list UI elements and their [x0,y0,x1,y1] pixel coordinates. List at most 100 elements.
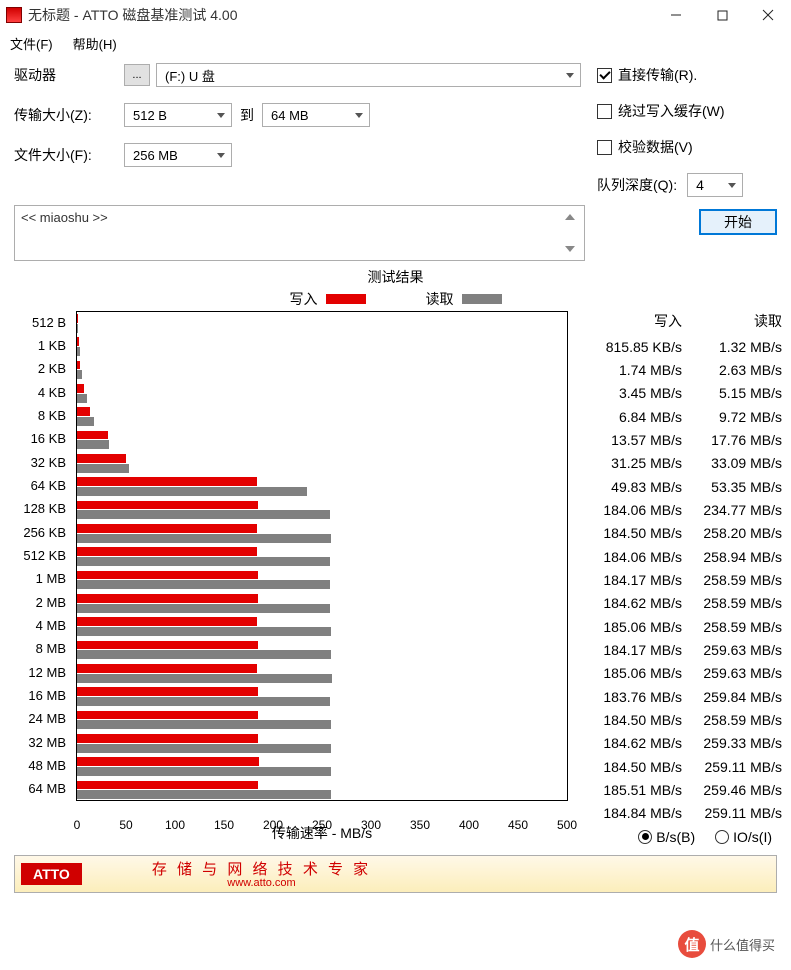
chart-y-label: 64 MB [14,778,66,801]
chart-y-label: 2 KB [14,358,66,381]
radio-bytes-per-sec[interactable]: B/s(B) [638,829,695,845]
read-cell: 1.32 MB/s [682,339,782,355]
table-row: 815.85 KB/s1.32 MB/s [582,335,782,358]
window-controls [653,0,791,30]
radio-io-per-sec[interactable]: IO/s(I) [715,829,772,845]
table-row: 185.06 MB/s258.59 MB/s [582,615,782,638]
transfer-from-select[interactable]: 512 B [124,103,232,127]
read-bar [77,417,94,426]
read-cell: 33.09 MB/s [682,455,782,471]
description-text: << miaoshu >> [21,210,562,256]
app-icon [6,7,22,23]
table-row: 185.06 MB/s259.63 MB/s [582,662,782,685]
write-cell: 183.76 MB/s [582,689,682,705]
chart-y-label: 24 MB [14,708,66,731]
read-bar [77,347,80,356]
x-tick: 400 [459,818,479,832]
write-cell: 3.45 MB/s [582,385,682,401]
browse-drive-button[interactable]: ... [124,64,150,86]
table-row: 184.50 MB/s258.59 MB/s [582,708,782,731]
chart-y-label: 256 KB [14,521,66,544]
table-row: 13.57 MB/s17.76 MB/s [582,428,782,451]
write-cell: 185.06 MB/s [582,665,682,681]
radio-ios-label: IO/s(I) [733,829,772,845]
x-tick: 150 [214,818,234,832]
close-button[interactable] [745,0,791,30]
table-row: 3.45 MB/s5.15 MB/s [582,382,782,405]
write-cell: 184.17 MB/s [582,642,682,658]
results-chart: 050100150200250300350400450500 [76,311,568,801]
write-bar [77,501,258,510]
atto-brand-badge: ATTO [21,863,82,885]
description-textarea[interactable]: << miaoshu >> [14,205,585,261]
chart-y-label: 32 MB [14,731,66,754]
write-bar [77,384,84,393]
table-row: 1.74 MB/s2.63 MB/s [582,358,782,381]
read-bar [77,464,129,473]
read-bar [77,440,109,449]
menu-help[interactable]: 帮助(H) [73,34,117,53]
chart-y-label: 8 KB [14,404,66,427]
x-tick: 250 [312,818,332,832]
direct-transfer-checkbox[interactable] [597,68,612,83]
write-bar [77,711,258,720]
watermark-badge: 值 [678,930,706,958]
read-cell: 259.11 MB/s [682,805,782,821]
drive-select[interactable]: (F:) U 盘 [156,63,581,87]
menubar: 文件(F) 帮助(H) [0,30,791,59]
transfer-to-select[interactable]: 64 MB [262,103,370,127]
chart-y-labels: 512 B1 KB2 KB4 KB8 KB16 KB32 KB64 KB128 … [14,311,70,801]
chart-y-label: 64 KB [14,474,66,497]
x-tick: 500 [557,818,577,832]
read-bar [77,557,330,566]
read-bar [77,744,331,753]
chart-y-label: 1 KB [14,334,66,357]
banner-url: www.atto.com [152,877,371,889]
verify-data-checkbox[interactable] [597,140,612,155]
table-row: 6.84 MB/s9.72 MB/s [582,405,782,428]
write-bar [77,524,257,533]
start-button[interactable]: 开始 [699,209,777,235]
write-cell: 184.84 MB/s [582,805,682,821]
bypass-cache-checkbox[interactable] [597,104,612,119]
minimize-button[interactable] [653,0,699,30]
write-bar [77,687,258,696]
write-cell: 184.62 MB/s [582,595,682,611]
footer-banner: ATTO 存 储 与 网 络 技 术 专 家 www.atto.com [14,855,777,893]
read-bar [77,324,78,333]
write-bar [77,734,258,743]
queue-depth-select[interactable]: 4 [687,173,743,197]
write-cell: 184.06 MB/s [582,549,682,565]
read-bar [77,650,331,659]
watermark: 值 什么值得买 [670,926,783,962]
chart-y-label: 1 MB [14,568,66,591]
legend-write-swatch [326,294,366,304]
write-bar [77,664,257,673]
table-row: 184.62 MB/s259.33 MB/s [582,732,782,755]
queue-depth-value: 4 [696,177,704,193]
description-scroll[interactable] [562,210,578,256]
transfer-from-value: 512 B [133,108,167,123]
file-size-select[interactable]: 256 MB [124,143,232,167]
chevron-down-icon [217,153,225,158]
table-header-read: 读取 [682,311,782,331]
chart-y-label: 2 MB [14,591,66,614]
write-bar [77,547,257,556]
chart-y-label: 512 B [14,311,66,334]
write-cell: 49.83 MB/s [582,479,682,495]
drive-value: (F:) U 盘 [165,66,215,85]
results-table: 写入 读取 815.85 KB/s1.32 MB/s1.74 MB/s2.63 … [582,311,782,845]
maximize-button[interactable] [699,0,745,30]
menu-file[interactable]: 文件(F) [10,34,53,53]
chart-y-label: 48 MB [14,754,66,777]
queue-depth-label: 队列深度(Q): [597,175,677,195]
chart-y-label: 128 KB [14,498,66,521]
read-cell: 53.35 MB/s [682,479,782,495]
read-cell: 258.59 MB/s [682,595,782,611]
window-title: 无标题 - ATTO 磁盘基准测试 4.00 [28,5,653,25]
read-bar [77,604,330,613]
read-cell: 17.76 MB/s [682,432,782,448]
read-cell: 5.15 MB/s [682,385,782,401]
write-cell: 13.57 MB/s [582,432,682,448]
write-cell: 185.51 MB/s [582,782,682,798]
